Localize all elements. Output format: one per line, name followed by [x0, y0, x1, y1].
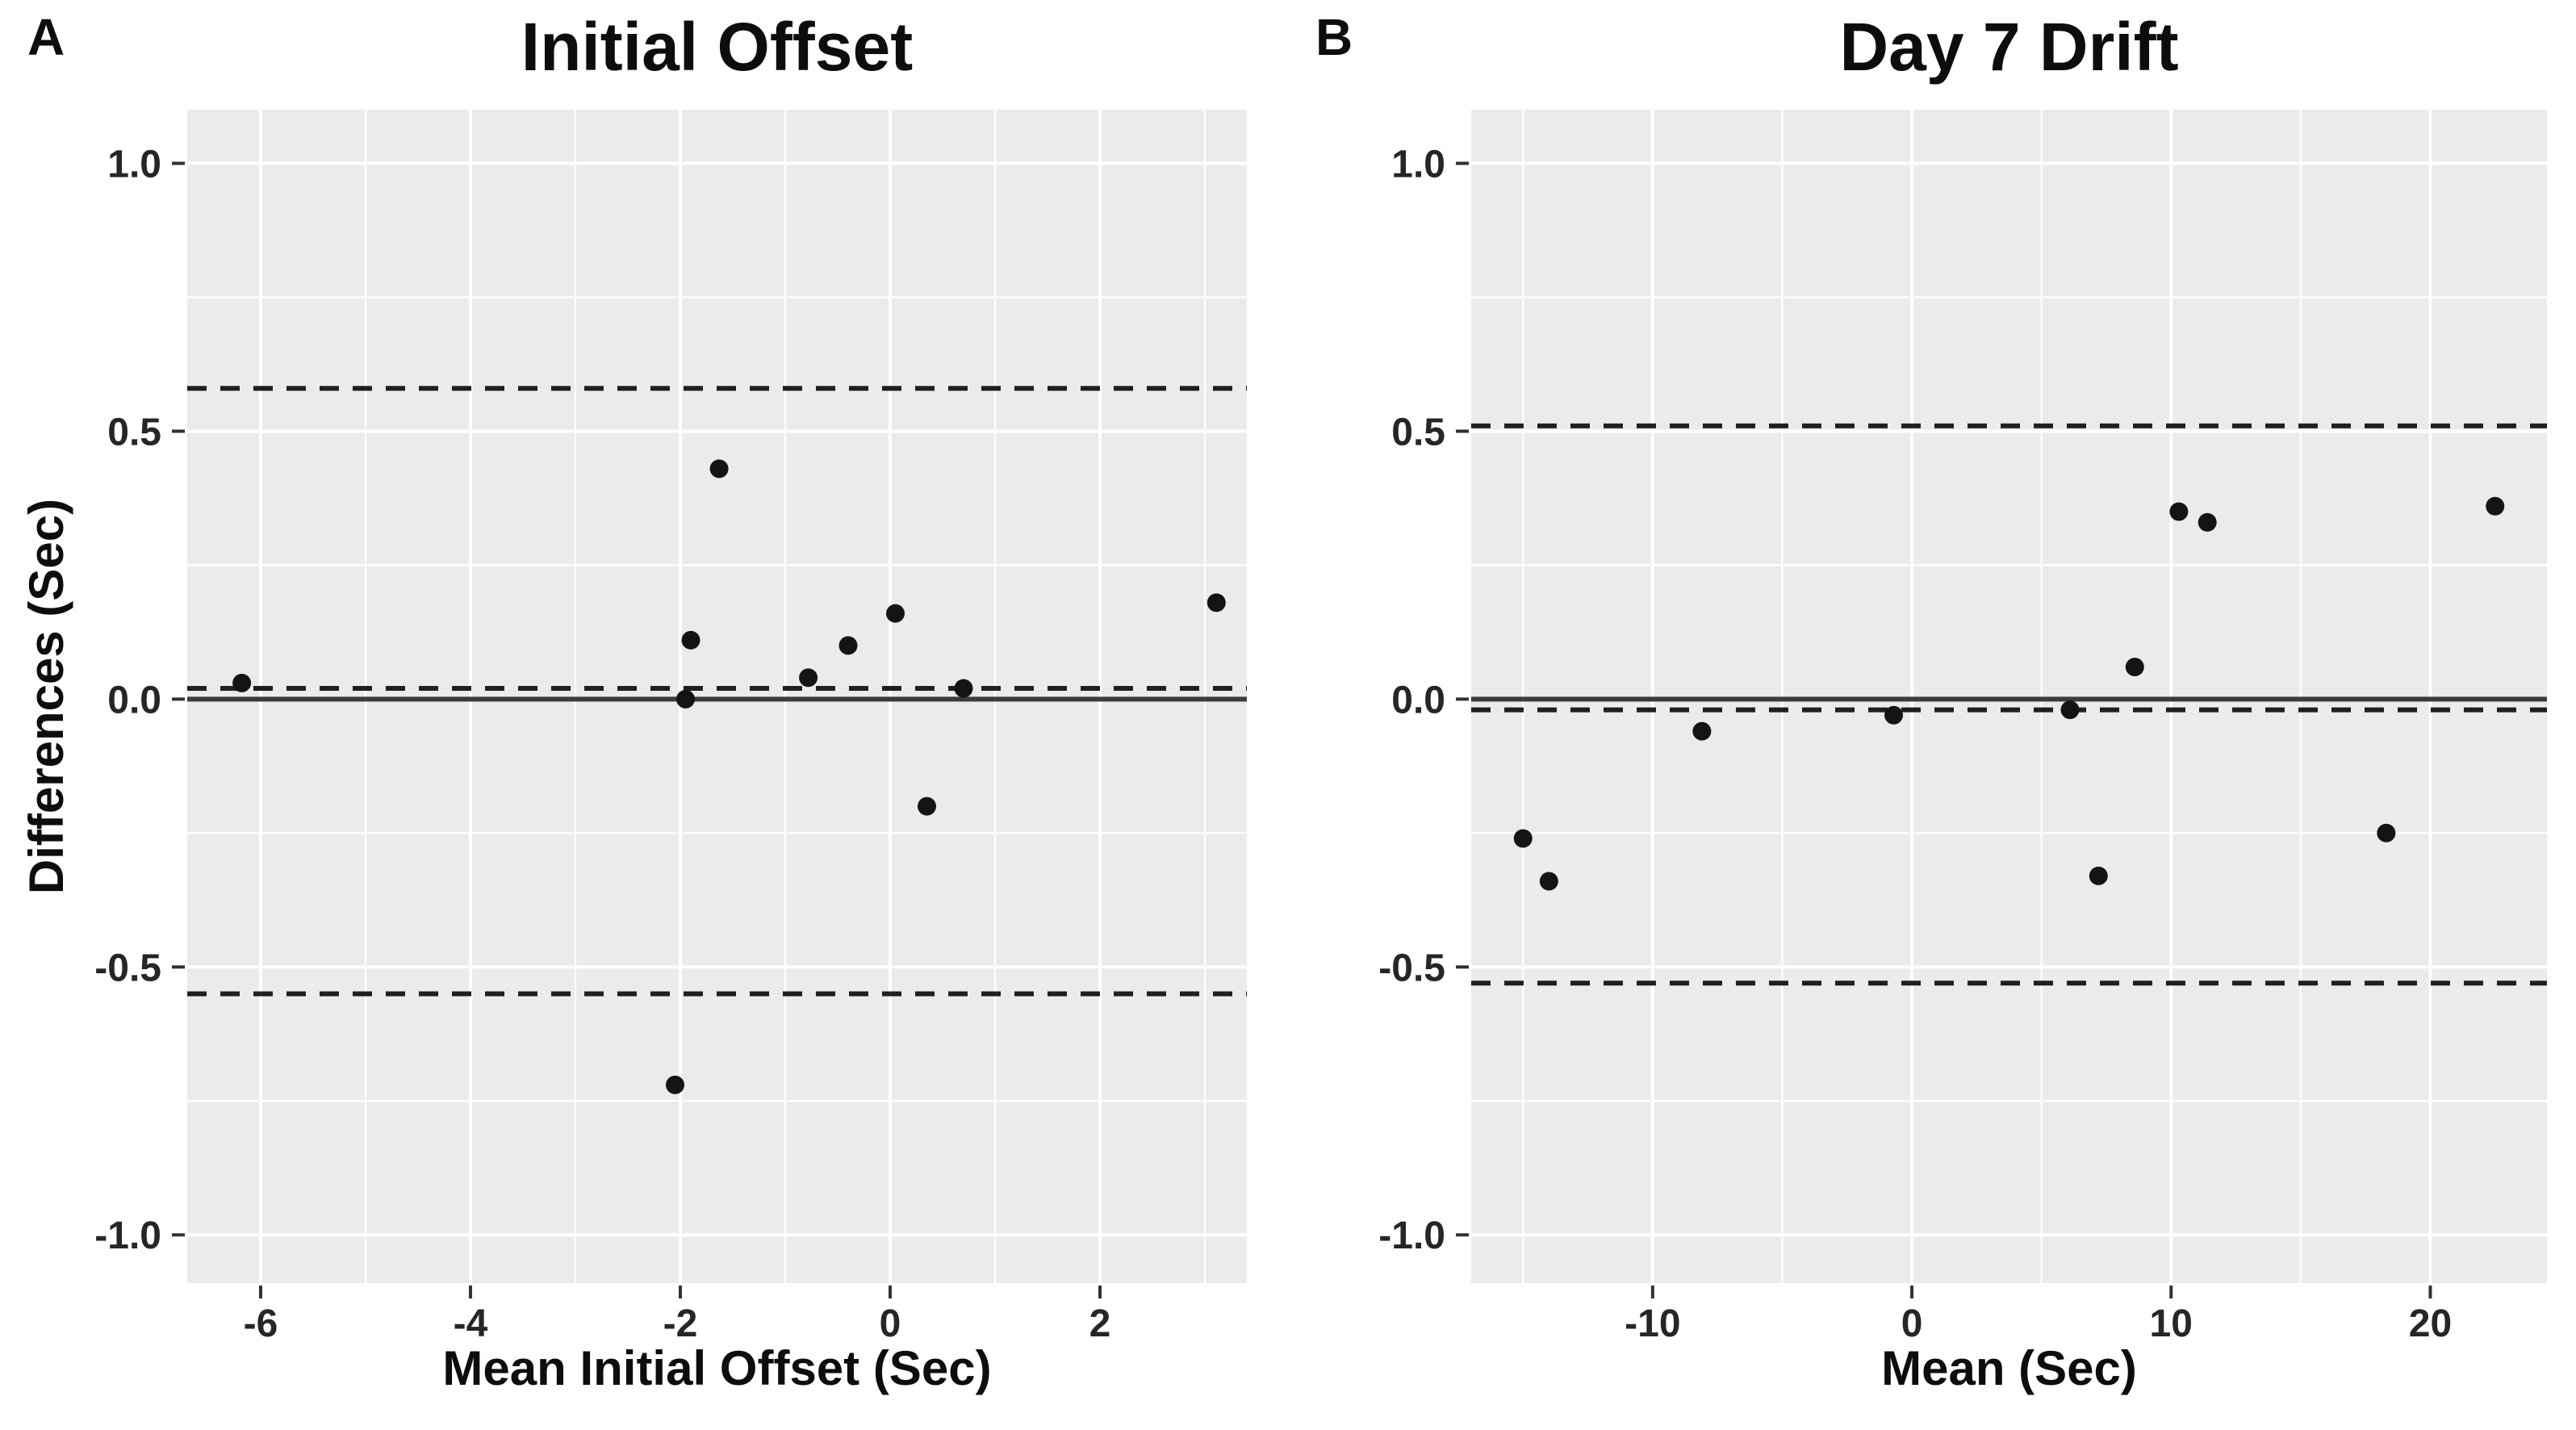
- x-tick-label: -4: [454, 1302, 488, 1345]
- data-point: [918, 797, 936, 816]
- y-tick-label: -1.0: [1378, 1215, 1445, 1257]
- y-tick-label: -1.0: [94, 1215, 161, 1257]
- data-point: [709, 459, 729, 479]
- y-tick-label: 0.0: [107, 679, 161, 721]
- panel-initial-offset: A Initial Offset Differences (Sec) Mean …: [19, 8, 1247, 1395]
- data-point: [1539, 872, 1558, 891]
- data-point: [2169, 502, 2189, 521]
- panel-a-title: Initial Offset: [521, 9, 914, 85]
- y-tick-label: 1.0: [1391, 143, 1445, 186]
- data-point: [2125, 657, 2144, 676]
- panel-background: [1471, 110, 2547, 1283]
- y-tick-label: 1.0: [107, 143, 161, 186]
- data-point: [799, 668, 818, 688]
- panel-b-plot: -10 0 10 20 1.0 0.5 0.0 -0.5 -1.0: [1378, 110, 2547, 1345]
- panel-background: [187, 110, 1247, 1283]
- x-tick-label: -6: [244, 1302, 278, 1345]
- panel-a-x-axis-title: Mean Initial Offset (Sec): [442, 1341, 992, 1395]
- y-tick-label: -0.5: [94, 947, 161, 989]
- data-point: [886, 604, 905, 623]
- panel-b-letter: B: [1315, 8, 1353, 66]
- data-point: [2089, 866, 2108, 885]
- x-tick-label: -2: [663, 1302, 698, 1345]
- x-tick-label: 20: [2409, 1302, 2452, 1345]
- x-tick-label: -10: [1625, 1302, 1680, 1345]
- data-point: [1884, 705, 1904, 725]
- panel-b-x-axis-title: Mean (Sec): [1881, 1341, 2137, 1395]
- panel-a-letter: A: [27, 8, 65, 66]
- data-point: [2060, 700, 2080, 720]
- data-point: [666, 1075, 684, 1094]
- x-tick-label: 0: [1901, 1302, 1923, 1345]
- x-tick-label: 10: [2150, 1302, 2193, 1345]
- data-point: [1692, 721, 1712, 741]
- y-tick-label: -0.5: [1378, 947, 1445, 989]
- data-point: [1206, 593, 1226, 613]
- data-point: [676, 689, 695, 709]
- data-point: [838, 636, 858, 655]
- panel-day7-drift: B Day 7 Drift Mean (Sec) -10 0 10 20 1.0 0.5 0…: [1288, 0, 2576, 1430]
- data-point: [954, 679, 973, 698]
- x-tick-label: 0: [880, 1302, 901, 1345]
- data-point: [1513, 829, 1533, 848]
- data-point: [2377, 823, 2396, 843]
- data-point: [232, 673, 252, 692]
- data-point: [2486, 496, 2505, 516]
- y-tick-label: 0.5: [107, 411, 161, 454]
- data-point: [681, 630, 700, 650]
- data-point: [2198, 512, 2217, 532]
- panel-a-plot: -6 -4 -2 0 2 1.0 0.5 0.0 -0.5 -1.0: [94, 110, 1247, 1345]
- panel-b-title: Day 7 Drift: [1839, 9, 2179, 85]
- y-tick-label: 0.5: [1391, 411, 1445, 454]
- y-tick-label: 0.0: [1391, 679, 1445, 721]
- x-tick-label: 2: [1089, 1302, 1111, 1345]
